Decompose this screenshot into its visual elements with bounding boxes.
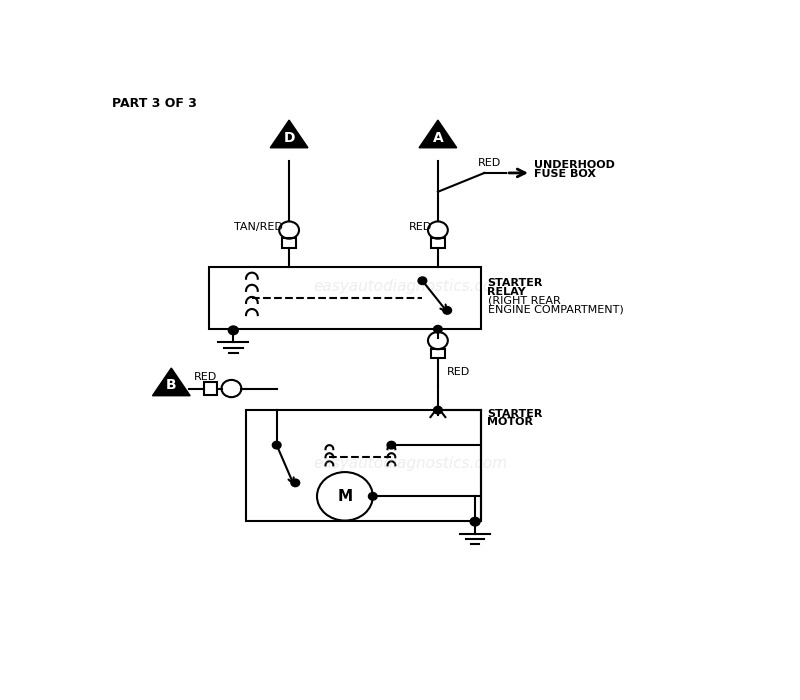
Circle shape — [443, 307, 451, 314]
Text: RED: RED — [447, 368, 470, 377]
Polygon shape — [153, 368, 190, 395]
Bar — [282, 238, 296, 248]
Bar — [204, 382, 217, 395]
Text: TAN/RED: TAN/RED — [234, 222, 283, 232]
Bar — [431, 349, 445, 358]
Text: M: M — [338, 489, 353, 504]
Text: ENGINE COMPARTMENT): ENGINE COMPARTMENT) — [487, 304, 623, 314]
Text: MOTOR: MOTOR — [487, 417, 534, 428]
Text: UNDERHOOD: UNDERHOOD — [534, 160, 615, 170]
Text: easyautodiagnostics.com: easyautodiagnostics.com — [313, 456, 507, 472]
Circle shape — [418, 277, 426, 284]
Circle shape — [228, 326, 238, 335]
Bar — [209, 267, 482, 329]
Circle shape — [434, 406, 442, 414]
Text: B: B — [166, 379, 177, 393]
Polygon shape — [419, 120, 457, 148]
Text: FUSE BOX: FUSE BOX — [534, 169, 596, 179]
Text: D: D — [283, 130, 295, 144]
Text: PART 3 OF 3: PART 3 OF 3 — [112, 97, 198, 111]
Circle shape — [272, 442, 281, 449]
Polygon shape — [270, 120, 308, 148]
Text: RED: RED — [409, 222, 432, 232]
Bar — [431, 238, 445, 248]
Circle shape — [291, 479, 300, 486]
Text: STARTER: STARTER — [487, 278, 543, 288]
Text: RED: RED — [194, 372, 217, 382]
Text: (RIGHT REAR: (RIGHT REAR — [487, 295, 560, 306]
Text: A: A — [433, 130, 443, 144]
Circle shape — [387, 442, 396, 449]
Text: easyautodiagnostics.com: easyautodiagnostics.com — [313, 279, 507, 293]
Circle shape — [434, 326, 442, 333]
Circle shape — [369, 493, 377, 500]
Text: RED: RED — [478, 158, 502, 167]
Circle shape — [470, 517, 480, 526]
Bar — [246, 410, 482, 521]
Text: STARTER: STARTER — [487, 409, 543, 419]
Text: RELAY: RELAY — [487, 287, 526, 297]
